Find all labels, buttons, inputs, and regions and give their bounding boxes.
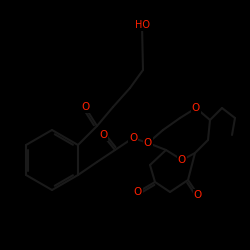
Text: O: O [81,102,89,112]
Text: O: O [194,190,202,200]
Text: O: O [144,138,152,148]
Text: O: O [178,155,186,165]
Text: O: O [134,187,142,197]
Text: O: O [99,130,107,140]
Text: HO: HO [134,20,150,30]
Text: O: O [129,133,137,143]
Text: O: O [192,103,200,113]
